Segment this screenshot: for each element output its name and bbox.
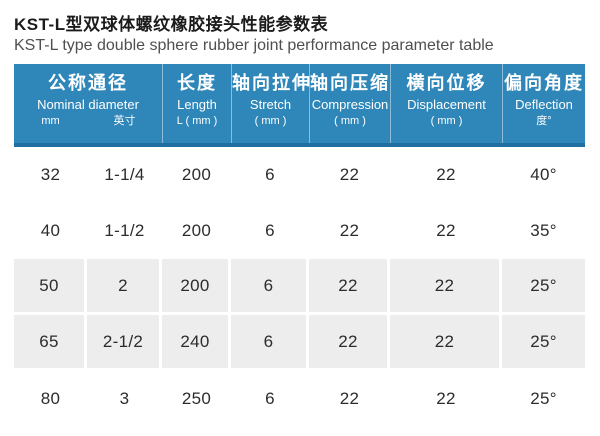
header-unit-mm: mm xyxy=(41,115,60,127)
cell-compression: 22 xyxy=(339,221,360,240)
cell-nominal-inch: 1-1/4 xyxy=(104,165,145,184)
cell-length: 200 xyxy=(181,165,212,184)
cell-displacement: 22 xyxy=(390,315,502,371)
cell-deflection: 25° xyxy=(502,259,585,315)
header-en-label: Deflection xyxy=(515,97,573,112)
cell-deflection: 25° xyxy=(502,315,585,371)
cell-deflection: 40° xyxy=(530,165,557,184)
cell-nominal-mm: 65 xyxy=(14,315,87,371)
header-en-label: Nominal diameter xyxy=(37,97,139,112)
header-unit-inch: 英寸 xyxy=(113,115,136,127)
header-en-label: Displacement xyxy=(407,97,486,112)
table-row: 65 2-1/2 240 6 22 22 25° xyxy=(14,315,585,371)
cell-compression: 22 xyxy=(339,165,360,184)
cell-displacement: 22 xyxy=(390,259,502,315)
cell-compression: 22 xyxy=(309,259,390,315)
header-zh-label: 轴向拉伸 xyxy=(232,73,312,93)
cell-length: 200 xyxy=(181,221,212,240)
header-length: 长度 Length L ( mm ) xyxy=(162,64,231,143)
table-row: 50 2 200 6 22 22 25° xyxy=(14,259,585,315)
cell-nominal-mm: 40 xyxy=(40,221,61,240)
header-zh-label: 偏向角度 xyxy=(504,73,584,93)
performance-parameter-table: 公称通径 Nominal diameter mm 英寸 长度 Length L … xyxy=(14,64,585,427)
cell-stretch: 6 xyxy=(265,389,275,408)
header-en-label: Compression xyxy=(311,97,389,112)
header-unit: ( mm ) xyxy=(430,115,463,127)
cell-nominal-mm: 32 xyxy=(40,165,61,184)
cell-nominal-mm: 80 xyxy=(40,389,61,408)
header-zh-label: 长度 xyxy=(177,73,217,93)
table-row: 32 1-1/4 200 6 22 22 40° xyxy=(14,147,585,203)
header-stretch: 轴向拉伸 Stretch ( mm ) xyxy=(231,64,312,143)
header-en-label: Stretch xyxy=(249,97,292,112)
page-title-zh: KST-L型双球体螺纹橡胶接头性能参数表 xyxy=(14,15,329,34)
cell-deflection: 25° xyxy=(530,389,557,408)
cell-nominal-mm: 50 xyxy=(14,259,87,315)
page-title-en: KST-L type double sphere rubber joint pe… xyxy=(14,37,494,54)
header-zh-label: 横向位移 xyxy=(406,73,487,93)
cell-stretch: 6 xyxy=(231,259,309,315)
header-unit-row: mm 英寸 xyxy=(14,113,162,129)
cell-length: 200 xyxy=(162,259,231,315)
cell-nominal-inch: 1-1/2 xyxy=(104,221,145,240)
cell-nominal-inch: 2-1/2 xyxy=(87,315,162,371)
cell-deflection: 35° xyxy=(530,221,557,240)
header-unit: ( mm ) xyxy=(254,115,287,127)
cell-length: 250 xyxy=(181,389,212,408)
header-deflection: 偏向角度 Deflection 度° xyxy=(502,64,585,143)
cell-displacement: 22 xyxy=(436,221,456,240)
cell-displacement: 22 xyxy=(436,165,456,184)
cell-compression: 22 xyxy=(339,389,360,408)
cell-stretch: 6 xyxy=(231,315,309,371)
header-unit: L ( mm ) xyxy=(176,115,218,127)
title-block: KST-L型双球体螺纹橡胶接头性能参数表 KST-L type double s… xyxy=(0,0,600,56)
header-unit: ( mm ) xyxy=(334,115,366,127)
header-displacement: 横向位移 Displacement ( mm ) xyxy=(390,64,502,143)
cell-compression: 22 xyxy=(309,315,390,371)
header-nominal-diameter: 公称通径 Nominal diameter mm 英寸 xyxy=(14,64,162,143)
cell-length: 240 xyxy=(162,315,231,371)
header-compression: 轴向压缩 Compression ( mm ) xyxy=(309,64,390,143)
cell-stretch: 6 xyxy=(265,221,275,240)
header-unit: 度° xyxy=(536,115,552,127)
cell-nominal-inch: 3 xyxy=(119,389,130,408)
table-header: 公称通径 Nominal diameter mm 英寸 长度 Length L … xyxy=(14,64,585,147)
cell-nominal-inch: 2 xyxy=(87,259,162,315)
header-zh-label: 公称通径 xyxy=(48,73,128,93)
header-en-label: Length xyxy=(177,97,217,112)
table-row: 40 1-1/2 200 6 22 22 35° xyxy=(14,203,585,259)
cell-stretch: 6 xyxy=(265,165,275,184)
cell-displacement: 22 xyxy=(436,389,456,408)
table-row: 80 3 250 6 22 22 25° xyxy=(14,371,585,427)
header-zh-label: 轴向压缩 xyxy=(310,73,390,93)
